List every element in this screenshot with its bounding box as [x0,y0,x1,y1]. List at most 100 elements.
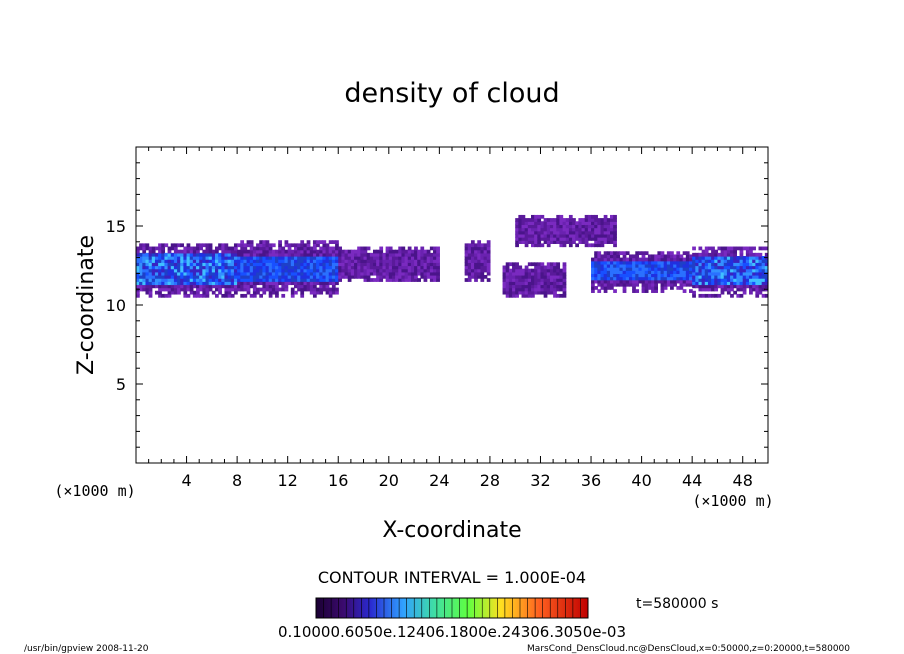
cloud-cell [139,268,143,273]
cloud-cell [752,284,756,289]
cloud-cell [657,267,662,271]
cloud-cell [243,243,248,248]
cloud-cell [139,284,143,289]
cloud-cell [246,249,251,254]
cloud-cell [549,278,554,282]
cloud-cell [306,249,311,254]
cloud-cell [294,271,298,276]
cloud-cell [606,240,611,244]
cloud-cell [692,265,696,270]
cloud-cell [685,254,690,259]
cloud-cell [701,256,706,260]
cloud-cell [524,265,529,270]
cloud-cell [379,259,384,263]
cloud-cell [410,249,415,254]
cloud-cell [142,265,147,270]
cloud-cell [553,233,557,238]
cloud-cell [505,271,510,276]
cloud-cell [410,265,415,270]
cloud-cell [603,251,608,256]
cloud-cell [180,249,184,254]
cloud-cell [616,257,621,262]
cloud-cell [603,267,608,271]
cloud-cell [736,274,741,279]
cloud-cell [136,281,140,286]
cloud-cell [540,227,545,232]
cloud-cell [167,265,172,270]
cloud-cell [154,259,159,263]
cloud-cell [505,278,510,282]
cloud-cell [749,287,753,292]
cloud-cell [177,256,181,260]
cloud-cell [581,224,586,229]
cloud-cell [230,249,235,254]
cloud-cell [581,240,586,244]
cloud-cell [764,246,768,251]
cloud-cell [524,281,529,286]
cloud-cell [531,224,535,229]
cloud-cell [338,274,342,279]
cloud-cell [294,249,298,254]
cloud-cell [689,267,693,271]
cloud-cell [543,218,548,222]
cloud-cell [325,284,330,289]
cloud-cell [723,259,728,263]
cloud-cell [594,214,598,219]
cloud-cell [717,268,722,273]
cloud-cell [391,278,396,282]
cloud-cell [512,278,516,282]
cloud-cell [591,237,595,241]
cloud-cell [275,271,279,276]
cloud-cell [300,281,305,286]
cloud-cell [546,224,551,229]
cloud-cell [199,243,203,248]
cloud-cell [433,274,437,279]
cloud-cell [202,243,207,248]
cloud-cell [265,265,270,270]
cloud-cell [319,265,324,270]
cloud-cell [597,257,602,262]
cloud-cell [537,281,542,286]
cloud-cell [673,260,677,265]
cloud-cell [316,271,320,276]
cloud-cell [306,246,311,251]
cloud-cell [379,274,384,279]
cloud-cell [707,274,712,279]
cloud-cell [527,233,532,238]
cloud-cell [736,281,741,286]
cloud-cell [698,271,703,276]
cloud-cell [433,259,437,263]
cloud-cell [246,240,251,244]
cloud-cell [508,262,513,267]
cloud-cell [606,224,611,229]
cloud-cell [527,262,532,267]
cloud-cell [145,243,150,248]
cloud-cell [259,249,263,254]
cloud-cell [692,278,696,282]
cloud-cell [429,252,434,257]
cloud-cell [730,249,734,254]
cloud-cell [426,252,431,257]
cloud-cell [502,274,507,279]
cloud-cell [385,268,390,273]
cloud-cell [508,281,513,286]
cloud-cell [417,249,421,254]
cloud-cell [189,268,194,273]
cloud-cell [758,287,763,292]
cloud-cell [613,263,617,268]
cloud-cell [335,268,339,273]
x-axis-label: X-coordinate [382,518,521,543]
cloud-cell [749,278,753,282]
cloud-cell [338,271,342,276]
cloud-cell [316,256,320,260]
cloud-cell [562,227,567,232]
cloud-cell [173,287,178,292]
cloud-cell [373,259,377,263]
cloud-cell [325,243,330,248]
cloud-cell [312,290,317,295]
cloud-cell [357,246,361,251]
cloud-cell [742,290,747,295]
cloud-cell [388,274,393,279]
cloud-cell [587,218,592,222]
cloud-cell [278,265,282,270]
